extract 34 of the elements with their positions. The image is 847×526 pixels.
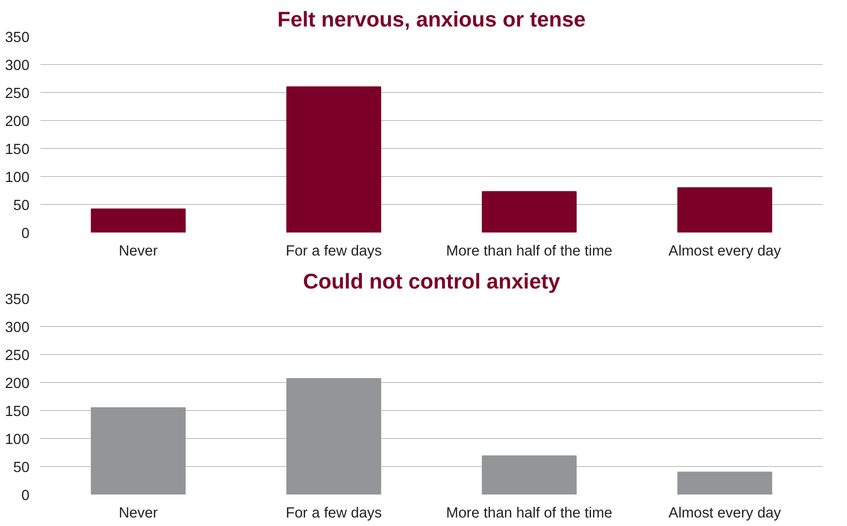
chart-title: Felt nervous, anxious or tense — [277, 8, 586, 32]
y-tick-label: 100 — [5, 432, 30, 448]
y-tick-label: 50 — [13, 460, 30, 476]
y-tick-label: 300 — [5, 320, 30, 336]
bar — [677, 187, 772, 232]
bar — [90, 208, 186, 232]
bar — [482, 191, 577, 232]
y-tick-label: 200 — [5, 376, 30, 392]
bar — [677, 472, 772, 494]
y-tick-label: 250 — [5, 348, 30, 364]
x-tick-label: More than half of the time — [446, 506, 612, 522]
chart-title: Could not control anxiety — [302, 270, 560, 294]
y-tick-label: 150 — [5, 404, 30, 420]
x-tick-label: Never — [118, 244, 158, 260]
y-tick-label: 250 — [5, 86, 30, 102]
bar — [90, 407, 186, 494]
x-tick-label: More than half of the time — [446, 244, 612, 260]
x-tick-label: Never — [118, 506, 158, 522]
x-tick-label: Almost every day — [668, 506, 782, 522]
y-tick-label: 350 — [5, 292, 30, 308]
y-tick-label: 300 — [5, 58, 30, 74]
y-tick-label: 350 — [5, 30, 30, 46]
y-tick-label: 200 — [5, 114, 30, 130]
bar — [286, 378, 382, 494]
y-tick-label: 100 — [5, 170, 30, 186]
y-tick-label: 0 — [21, 488, 30, 504]
bar — [286, 86, 382, 232]
bar — [482, 455, 577, 494]
x-tick-label: For a few days — [286, 244, 382, 260]
y-tick-label: 50 — [13, 198, 30, 214]
y-tick-label: 150 — [5, 142, 30, 158]
y-tick-label: 0 — [21, 226, 30, 242]
x-tick-label: Almost every day — [668, 244, 782, 260]
x-tick-label: For a few days — [286, 506, 382, 522]
